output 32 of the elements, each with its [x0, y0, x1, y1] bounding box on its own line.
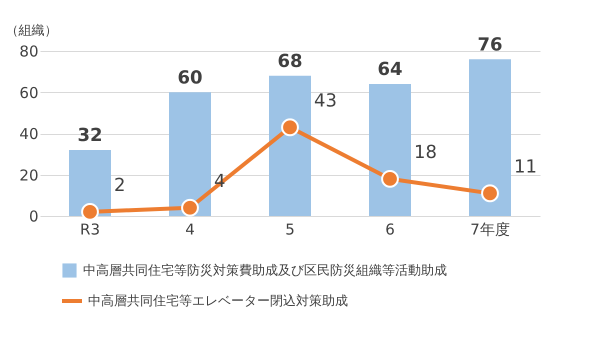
- data-label: 76: [477, 34, 503, 56]
- legend-label: 中高層共同住宅等エレベーター閉込対策助成: [88, 293, 348, 309]
- bar: [269, 76, 311, 216]
- y-tick-label: 60: [19, 84, 38, 102]
- x-tick-label: 4: [185, 220, 195, 238]
- data-label: 60: [177, 67, 203, 88]
- bar: [69, 150, 111, 216]
- y-tick-label: 20: [19, 166, 38, 184]
- data-label: 2: [114, 174, 126, 196]
- y-axis-title: （組織）: [6, 24, 58, 38]
- data-label: 68: [277, 50, 303, 72]
- x-tick-label: 6: [385, 220, 395, 238]
- x-tick-label: 5: [285, 220, 295, 238]
- bar: [169, 92, 211, 216]
- legend-label: 中高層共同住宅等防災対策費助成及び区民防災組織等活動助成: [83, 262, 447, 278]
- point: [381, 170, 399, 188]
- x-tick-label: R3: [80, 220, 100, 238]
- y-tick-label: 40: [19, 125, 38, 143]
- point: [281, 118, 299, 136]
- data-label: 11: [514, 156, 537, 178]
- point: [481, 184, 499, 202]
- data-label: 18: [414, 142, 437, 163]
- point: [81, 202, 99, 221]
- y-tick-label: 0: [28, 208, 38, 226]
- y-tick-label: 80: [19, 42, 38, 60]
- data-label: 64: [377, 59, 403, 80]
- point: [181, 198, 199, 217]
- x-tick-label: 7年度: [470, 220, 510, 238]
- bar: [369, 84, 411, 216]
- data-label: 43: [314, 90, 337, 112]
- data-label: 32: [77, 125, 103, 146]
- bar: [469, 59, 511, 216]
